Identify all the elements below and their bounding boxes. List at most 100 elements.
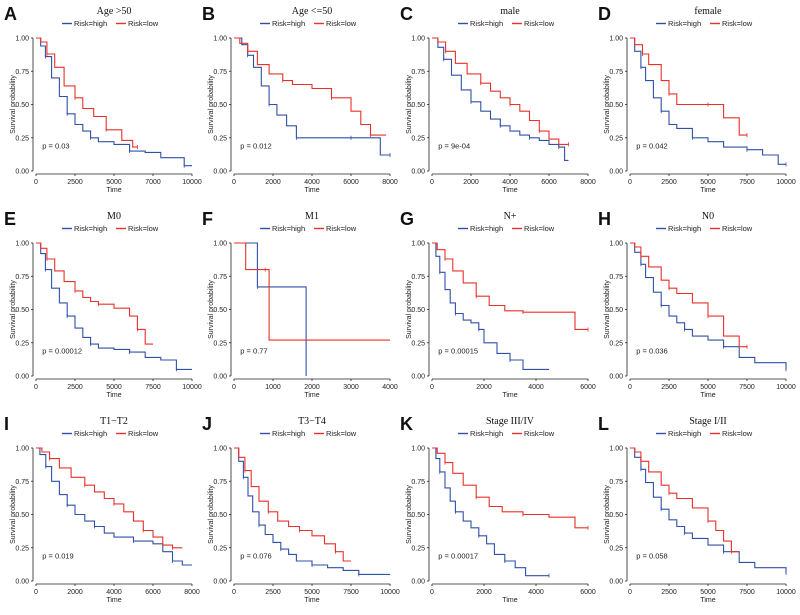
panel-B: B Age <=50 Risk=high Risk=low 0.00 0.25 0.50 0.… [202,4,398,194]
x-tick-label: 10000 [182,179,202,186]
y-tick-label: 0.75 [411,69,425,76]
x-tick-label: 4000 [528,589,544,596]
panel-letter: I [4,414,9,434]
legend-label-low: Risk=low [524,224,555,233]
y-tick-label: 0.00 [15,374,29,381]
y-tick-label: 0.75 [609,69,623,76]
curve-risk-low [36,242,153,345]
x-tick-label: 6000 [580,384,596,391]
curve-risk-high [432,37,569,161]
curve-risk-low [432,242,588,330]
p-value: p = 0.03 [42,141,69,150]
x-tick-label: 8000 [382,179,398,186]
y-tick-label: 0.50 [411,512,425,519]
curve-risk-high [36,37,192,167]
y-axis-label: Survival probability [604,485,611,544]
panel-title: male [500,6,520,17]
y-tick-label: 1.00 [609,446,623,453]
curve-risk-low [432,447,588,529]
x-tick-label: 5000 [700,589,716,596]
x-tick-label: 2000 [476,589,492,596]
x-tick-label: 7000 [145,179,161,186]
y-tick-label: 0.75 [15,479,29,486]
x-tick-label: 5000 [106,384,122,391]
y-tick-label: 1.00 [15,36,29,43]
p-value: p = 0.019 [42,551,74,560]
x-tick-label: 4000 [382,384,398,391]
legend-label-high: Risk=high [74,429,107,438]
panel-title: Stage III/IV [486,416,535,427]
y-tick-label: 0.00 [609,579,623,586]
legend-label-low: Risk=low [722,19,753,28]
y-axis-label: Survival probability [208,75,215,134]
panel-letter: E [4,209,16,229]
x-tick-label: 10000 [380,589,400,596]
curve-risk-high [630,37,786,165]
p-value: p = 9e-04 [438,141,470,150]
y-tick-label: 0.50 [15,102,29,109]
x-tick-label: 10000 [776,589,796,596]
panel-A: A Age >50 Risk=high Risk=low 0.00 0.25 0.50 0.7… [4,4,202,194]
panel-title: M1 [305,211,319,222]
y-tick-label: 0.00 [411,169,425,176]
x-tick-label: 2000 [67,589,83,596]
p-value: p = 0.00017 [438,551,478,560]
x-tick-label: 0 [34,589,38,596]
x-tick-label: 10000 [776,384,796,391]
legend-label-low: Risk=low [326,429,357,438]
x-tick-label: 2000 [304,384,320,391]
y-tick-label: 0.00 [411,579,425,586]
legend-label-high: Risk=high [272,19,305,28]
curve-risk-high [234,242,307,376]
y-tick-label: 0.75 [411,479,425,486]
x-tick-label: 7500 [343,589,359,596]
x-tick-label: 5000 [700,384,716,391]
panel-title: Age >50 [97,6,132,17]
y-tick-label: 0.50 [15,512,29,519]
x-tick-label: 2500 [67,384,83,391]
panel-G: G N+Risk=high Risk=low 0.00 0.25 0.50 0.75 1.00… [400,209,596,399]
p-value: p = 0.076 [240,551,271,560]
x-tick-label: 5000 [700,179,716,186]
x-tick-label: 0 [232,179,236,186]
x-tick-label: 4000 [528,384,544,391]
legend-label-high: Risk=high [272,429,305,438]
curve-risk-low [630,242,747,348]
y-tick-label: 0.50 [213,102,227,109]
x-axis-label: Time [700,392,715,399]
y-tick-label: 0.25 [609,135,623,142]
y-axis-label: Survival probability [10,280,17,339]
x-axis-label: Time [502,597,517,604]
x-tick-label: 6000 [145,589,161,596]
x-tick-label: 6000 [541,179,557,186]
y-tick-label: 0.25 [213,340,227,347]
x-tick-label: 6000 [343,179,359,186]
x-tick-label: 2500 [661,179,677,186]
curve-risk-high [36,447,192,566]
curve-risk-high [432,447,549,577]
y-tick-label: 0.50 [411,102,425,109]
legend-label-low: Risk=low [524,19,555,28]
y-tick-label: 0.50 [213,307,227,314]
y-tick-label: 0.75 [213,274,227,281]
y-axis-label: Survival probability [10,75,17,134]
panel-L: L Stage I/II Risk=high Risk=low 0.00 0.25 0.50… [598,414,796,604]
panel-title: Age <=50 [292,6,332,17]
x-tick-label: 0 [628,589,632,596]
curve-risk-high [432,242,549,370]
legend-label-low: Risk=low [722,224,753,233]
x-axis-label: Time [106,187,121,194]
y-tick-label: 0.00 [15,579,29,586]
y-tick-label: 1.00 [411,36,425,43]
curve-risk-low [234,447,351,562]
x-tick-label: 1000 [265,384,281,391]
p-value: p = 0.058 [636,551,668,560]
y-tick-label: 0.25 [15,340,29,347]
panel-title: M0 [107,211,121,222]
y-axis-label: Survival probability [208,485,215,544]
curve-risk-low [432,37,569,145]
curve-risk-low [630,447,740,553]
y-tick-label: 0.00 [15,169,29,176]
